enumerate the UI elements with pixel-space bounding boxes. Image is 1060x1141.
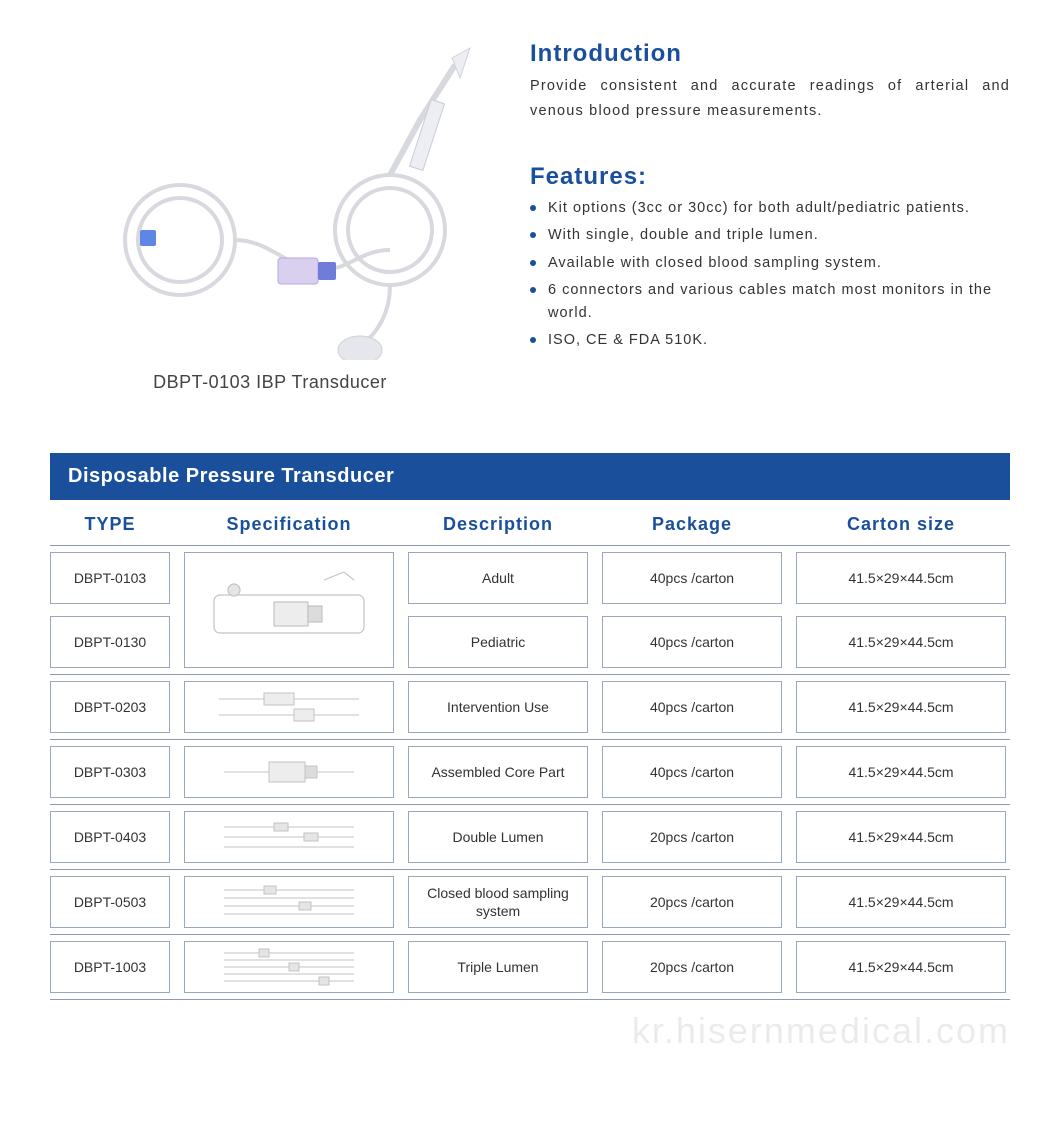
feature-item: Available with closed blood sampling sys… (530, 252, 1010, 275)
carton-cell: 41.5×29×44.5cm (796, 876, 1006, 928)
table-title: Disposable Pressure Transducer (50, 453, 1010, 500)
carton-cell: 41.5×29×44.5cm (796, 746, 1006, 798)
package-cell: 20pcs /carton (602, 941, 782, 993)
top-section: DBPT-0103 IBP Transducer Introduction Pr… (50, 40, 1010, 393)
feature-item: Kit options (3cc or 30cc) for both adult… (530, 197, 1010, 220)
type-cell: DBPT-0503 (50, 876, 170, 928)
col-spec: Specification (184, 514, 394, 535)
product-image (60, 40, 480, 360)
col-desc: Description (408, 514, 588, 535)
table-row: DBPT-0403 Double Lumen 20pcs /carton 41.… (50, 805, 1010, 870)
table-body: DBPT-0103 DBPT-0130 Adult Pediatric (50, 545, 1010, 1000)
spec-image-cell (184, 941, 394, 993)
watermark-text: kr.hisernmedical.com (50, 1010, 1010, 1052)
spec-image-cell (184, 876, 394, 928)
desc-cell: Closed blood sampling system (408, 876, 588, 928)
package-cell: 40pcs /carton (602, 746, 782, 798)
text-column: Introduction Provide consistent and accu… (530, 40, 1010, 393)
spec-table: TYPE Specification Description Package C… (50, 500, 1010, 1000)
spec-image-cell (184, 811, 394, 863)
type-cell: DBPT-0103 (50, 552, 170, 604)
type-cell: DBPT-1003 (50, 941, 170, 993)
carton-cell: 41.5×29×44.5cm (796, 941, 1006, 993)
carton-cell: 41.5×29×44.5cm (796, 552, 1006, 604)
col-type: TYPE (50, 514, 170, 535)
table-row: DBPT-0303 Assembled Core Part 40pcs /car… (50, 740, 1010, 805)
col-carton: Carton size (796, 514, 1006, 535)
desc-cell: Assembled Core Part (408, 746, 588, 798)
intro-title: Introduction (530, 40, 1010, 68)
desc-cell: Pediatric (408, 616, 588, 668)
col-package: Package (602, 514, 782, 535)
package-cell: 40pcs /carton (602, 552, 782, 604)
carton-cell: 41.5×29×44.5cm (796, 616, 1006, 668)
package-cell: 40pcs /carton (602, 616, 782, 668)
package-cell: 20pcs /carton (602, 811, 782, 863)
features-title: Features: (530, 163, 1010, 191)
features-list: Kit options (3cc or 30cc) for both adult… (530, 197, 1010, 352)
desc-cell: Double Lumen (408, 811, 588, 863)
carton-cell: 41.5×29×44.5cm (796, 681, 1006, 733)
table-row: DBPT-0203 Intervention Use 40pcs /carton… (50, 675, 1010, 740)
package-cell: 20pcs /carton (602, 876, 782, 928)
table-row-group: DBPT-0103 DBPT-0130 Adult Pediatric (50, 545, 1010, 675)
carton-cell: 41.5×29×44.5cm (796, 811, 1006, 863)
type-cell: DBPT-0130 (50, 616, 170, 668)
feature-item: With single, double and triple lumen. (530, 224, 1010, 247)
intro-body: Provide consistent and accurate readings… (530, 74, 1010, 123)
spec-image-cell (184, 552, 394, 668)
type-cell: DBPT-0403 (50, 811, 170, 863)
desc-cell: Adult (408, 552, 588, 604)
type-cell: DBPT-0203 (50, 681, 170, 733)
feature-item: 6 connectors and various cables match mo… (530, 279, 1010, 325)
product-caption: DBPT-0103 IBP Transducer (153, 372, 387, 393)
type-cell: DBPT-0303 (50, 746, 170, 798)
spec-image-cell (184, 681, 394, 733)
table-row: DBPT-1003 Triple Lumen 20pcs /carton 41.… (50, 935, 1010, 1000)
table-row: DBPT-0503 Closed blood sampling system 2… (50, 870, 1010, 935)
product-image-column: DBPT-0103 IBP Transducer (50, 40, 490, 393)
desc-cell: Intervention Use (408, 681, 588, 733)
feature-item: ISO, CE & FDA 510K. (530, 329, 1010, 352)
spec-image-cell (184, 746, 394, 798)
table-header-row: TYPE Specification Description Package C… (50, 500, 1010, 545)
package-cell: 40pcs /carton (602, 681, 782, 733)
desc-cell: Triple Lumen (408, 941, 588, 993)
